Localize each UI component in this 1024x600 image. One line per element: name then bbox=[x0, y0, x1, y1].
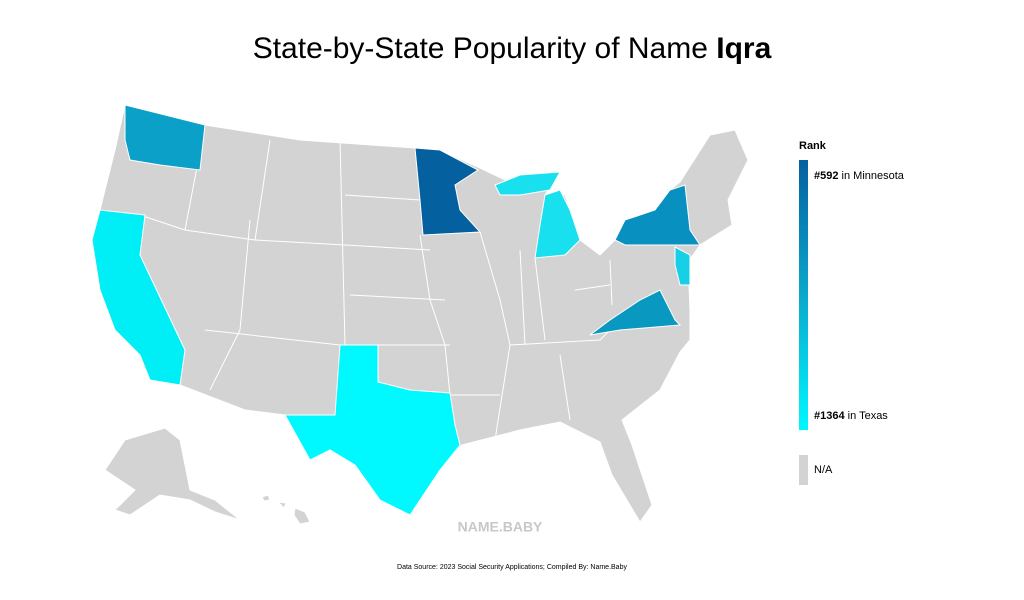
legend-na: N/A bbox=[814, 464, 833, 476]
state-new-jersey bbox=[674, 246, 691, 286]
source: Data Source: 2023 Social Security Applic… bbox=[397, 564, 627, 571]
us-outline bbox=[94, 104, 749, 523]
title: State-by-State Popularity of Name Iqra bbox=[253, 32, 772, 65]
legend-title: Rank bbox=[799, 140, 827, 152]
title-name: Iqra bbox=[716, 32, 771, 65]
state-california bbox=[91, 209, 186, 386]
legend-na-swatch bbox=[799, 455, 808, 485]
state-hawaii bbox=[261, 494, 311, 525]
state-michigan bbox=[494, 171, 581, 259]
legend-high-label: in Minnesota bbox=[842, 170, 905, 182]
state-new-york bbox=[614, 184, 701, 246]
legend-low-rank: #1364 bbox=[814, 410, 845, 422]
state-virginia bbox=[589, 289, 682, 336]
legend-high: #592 in Minnesota bbox=[814, 170, 905, 182]
us-map bbox=[91, 104, 749, 525]
state-alaska bbox=[104, 427, 241, 521]
legend-gradient bbox=[799, 160, 808, 430]
state-washington bbox=[124, 104, 206, 171]
watermark: NAME.BABY bbox=[458, 519, 543, 535]
state-minnesota bbox=[414, 147, 482, 236]
state-texas bbox=[284, 344, 461, 516]
legend-high-rank: #592 bbox=[814, 170, 838, 182]
title-text: State-by-State Popularity of Name bbox=[253, 32, 708, 65]
legend-low-label: in Texas bbox=[848, 410, 889, 422]
legend-low: #1364 in Texas bbox=[814, 410, 888, 422]
